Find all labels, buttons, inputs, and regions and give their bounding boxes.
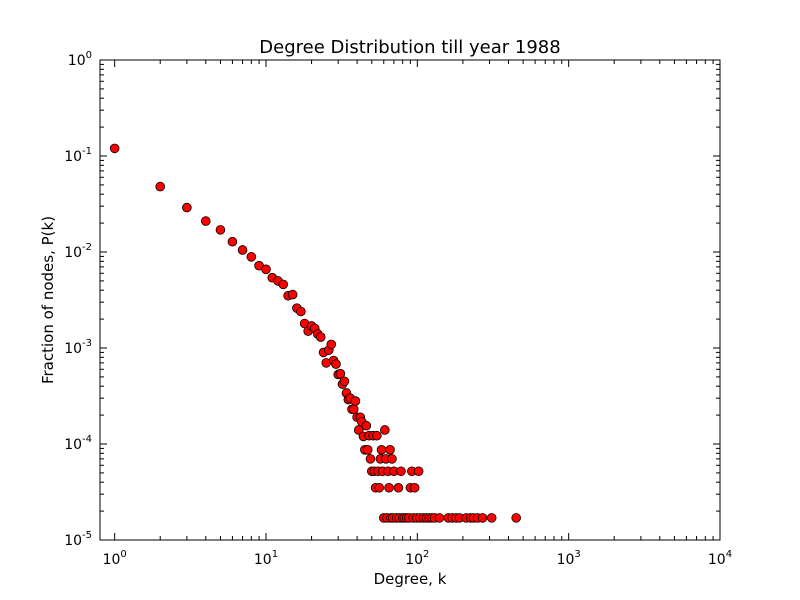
y-tick-label: 10-5: [64, 530, 92, 549]
data-point: [486, 513, 497, 523]
data-point: [396, 466, 406, 477]
x-tick-label: 100: [103, 549, 127, 568]
data-point: [155, 181, 166, 192]
x-axis-label: Degree, k: [374, 570, 447, 588]
data-point: [296, 306, 306, 317]
data-point: [326, 339, 337, 350]
y-tick-label: 10-4: [64, 434, 92, 453]
data-point: [348, 404, 359, 415]
x-tick-label: 103: [557, 549, 581, 568]
data-point: [353, 425, 364, 435]
data-point: [384, 482, 394, 493]
data-points: [109, 143, 521, 523]
data-point: [109, 143, 120, 154]
data-point: [361, 420, 372, 431]
y-axis-label: Fraction of nodes, P(k): [39, 216, 57, 384]
data-point: [362, 445, 373, 455]
data-point: [287, 289, 298, 300]
data-point: [387, 454, 397, 464]
data-point: [200, 216, 211, 226]
x-tick-label: 102: [405, 549, 429, 568]
y-tick-label: 10-2: [64, 242, 92, 261]
data-point: [385, 445, 395, 455]
data-point: [331, 359, 341, 369]
data-point: [372, 430, 382, 441]
data-point: [393, 482, 404, 493]
data-point: [376, 445, 387, 455]
y-tick-label: 100: [68, 50, 92, 69]
data-point: [477, 513, 488, 523]
x-axis-ticks: 100 101 102 103 104: [103, 60, 732, 568]
y-axis-ticks: 10-5 10-4 10-3 10-2 10-1 100: [64, 50, 720, 549]
data-point: [335, 368, 346, 379]
data-point: [380, 425, 390, 435]
data-point: [215, 225, 226, 235]
y-tick-label: 10-1: [64, 146, 92, 165]
data-point: [227, 236, 238, 247]
data-point: [339, 376, 350, 387]
data-point: [434, 513, 445, 523]
data-point: [278, 279, 289, 290]
data-point: [246, 252, 257, 262]
x-tick-label: 101: [254, 549, 278, 568]
data-point: [350, 396, 361, 406]
data-point: [409, 482, 420, 493]
data-point: [315, 332, 326, 342]
data-point: [374, 482, 385, 493]
data-point: [511, 513, 521, 523]
data-point: [182, 202, 192, 213]
data-point: [261, 264, 271, 275]
x-tick-label: 104: [708, 549, 732, 568]
chart-title: Degree Distribution till year 1988: [259, 37, 560, 58]
y-tick-label: 10-3: [64, 338, 92, 357]
data-point: [365, 454, 376, 464]
data-point: [237, 245, 248, 255]
data-point: [413, 466, 424, 477]
